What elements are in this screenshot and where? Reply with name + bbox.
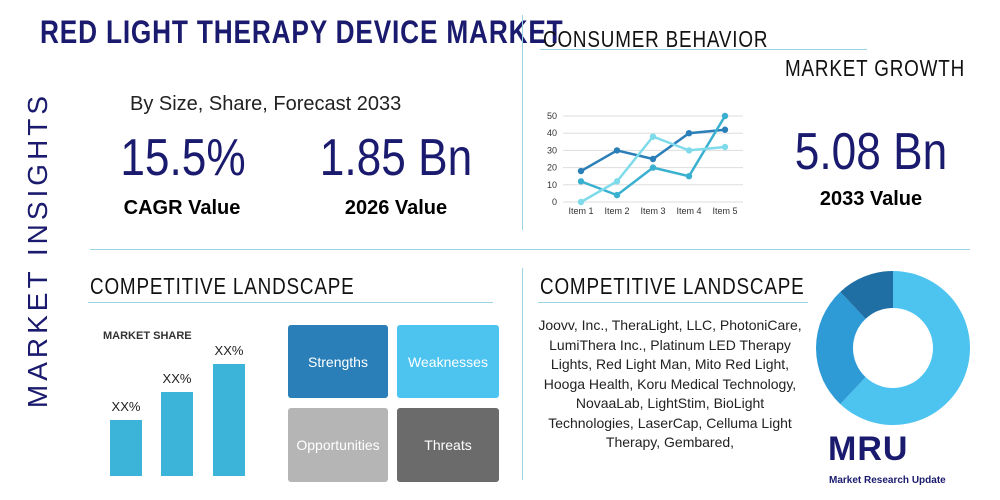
swot-box: Opportunities: [288, 408, 388, 482]
y-tick-label: 30: [547, 145, 557, 155]
subtitle: By Size, Share, Forecast 2033: [130, 93, 402, 115]
section-title: COMPETITIVE LANDSCAPE: [90, 273, 355, 299]
bar: [161, 392, 193, 476]
donut-segment: [815, 291, 866, 405]
y-tick-label: 20: [547, 163, 557, 173]
point: [685, 173, 693, 180]
x-tick-label: Item 5: [712, 206, 737, 216]
point: [577, 198, 585, 206]
underline: [538, 302, 808, 303]
point: [721, 112, 729, 120]
point: [649, 155, 657, 163]
divider: [522, 15, 523, 230]
point: [613, 178, 621, 185]
bar-title: MARKET SHARE: [103, 330, 192, 342]
stat-label: CAGR Value: [123, 197, 241, 219]
y-tick-label: 40: [547, 128, 557, 138]
y-tick-label: 50: [547, 111, 557, 121]
point: [613, 147, 621, 154]
stat-value: 5.08 Bn: [794, 123, 948, 181]
swot-box: Strengths: [288, 325, 388, 398]
point: [613, 191, 621, 199]
section-subtitle: MARKET GROWTH: [785, 55, 966, 81]
x-tick-label: Item 3: [640, 206, 665, 216]
divider: [522, 268, 523, 480]
stat-label: 2026 Value: [344, 197, 448, 219]
point: [685, 130, 693, 137]
x-tick-label: Item 2: [604, 206, 629, 216]
bar-label: XX%: [112, 399, 141, 414]
point: [649, 164, 657, 171]
logo-mark: MRU: [828, 430, 909, 468]
point: [577, 167, 585, 175]
point: [721, 143, 729, 151]
y-tick-label: 10: [547, 180, 557, 190]
stat-label: 2033 Value: [819, 188, 923, 210]
bar-label: XX%: [163, 371, 192, 386]
swot-box: Threats: [397, 408, 499, 482]
point: [649, 133, 657, 140]
point: [685, 147, 693, 154]
y-tick-label: 0: [552, 197, 557, 207]
logo-name: Market Research Update: [829, 475, 946, 486]
underline: [540, 49, 867, 50]
bar-label: XX%: [215, 343, 244, 358]
line-series: [580, 115, 727, 197]
donut-segment: [840, 271, 970, 425]
stat-value: 15.5%: [120, 129, 246, 187]
underline: [88, 302, 493, 303]
company-list: Joovv, Inc., TheraLight, LLC, PhotoniCar…: [538, 317, 802, 450]
divider: [90, 249, 970, 250]
donut-segment: [840, 271, 893, 319]
section-title: COMPETITIVE LANDSCAPE: [540, 273, 805, 299]
stat-value: 1.85 Bn: [319, 129, 473, 187]
section-title: CONSUMER BEHAVIOR: [543, 26, 769, 52]
title: RED LIGHT THERAPY DEVICE MARKET: [40, 14, 564, 50]
point: [721, 126, 729, 133]
x-tick-label: Item 4: [676, 206, 701, 216]
swot-box: Weaknesses: [397, 325, 499, 398]
x-tick-label: Item 1: [568, 206, 593, 216]
point: [577, 178, 585, 185]
bar: [110, 420, 142, 476]
bar: [213, 364, 245, 476]
